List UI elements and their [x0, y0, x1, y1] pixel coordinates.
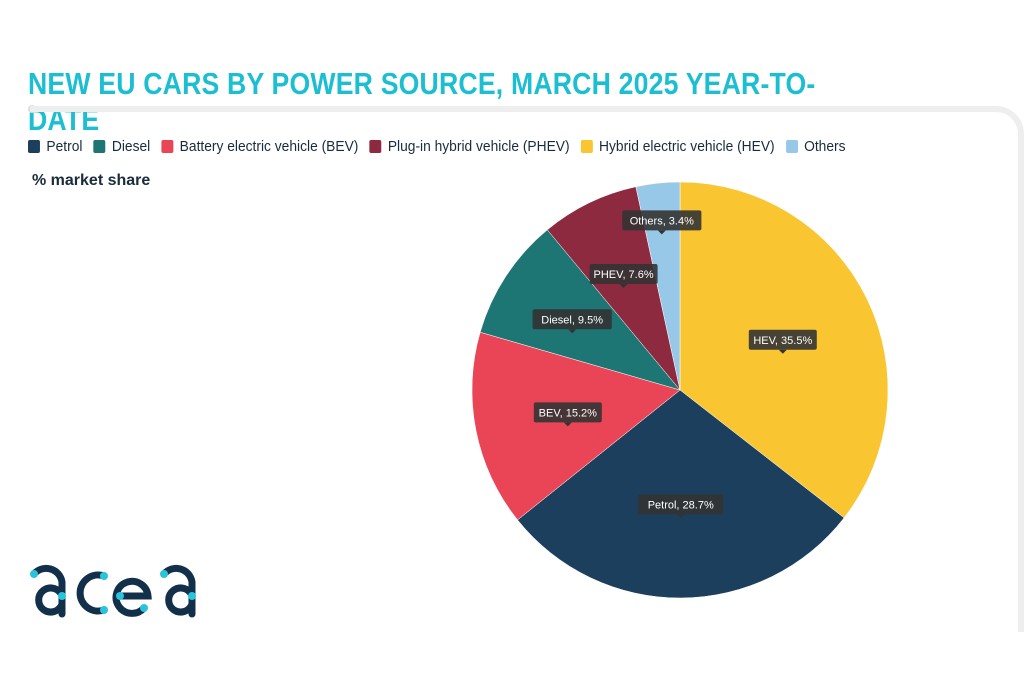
data-label-pointer	[657, 230, 666, 235]
data-label-pointer	[778, 349, 787, 354]
data-label-pointer	[676, 514, 685, 519]
data-label-text: PHEV, 7.6%	[594, 269, 654, 281]
data-label-text: HEV, 35.5%	[753, 335, 812, 347]
legend-label: Plug-in hybrid vehicle (PHEV)	[387, 138, 570, 155]
data-label: BEV, 15.2%	[533, 402, 602, 427]
legend-swatch	[28, 140, 40, 153]
unit-label: % market share	[32, 172, 151, 189]
data-label-text: Others, 3.4%	[630, 215, 694, 227]
chart-frame	[30, 106, 1024, 632]
data-label-box	[748, 329, 817, 350]
data-label-text: Petrol, 28.7%	[648, 499, 714, 511]
data-label-box	[589, 264, 658, 285]
data-label-box	[533, 402, 602, 423]
legend-swatch	[369, 140, 382, 153]
legend-label: Diesel	[111, 138, 151, 155]
data-label: PHEV, 7.6%	[589, 264, 658, 289]
data-label-pointer	[563, 422, 572, 427]
data-label-text: BEV, 15.2%	[539, 407, 598, 419]
legend-swatch	[785, 140, 798, 153]
data-label: Petrol, 28.7%	[638, 494, 724, 519]
pie-slice-petrol[interactable]	[517, 389, 845, 599]
pie-slice-others[interactable]	[635, 181, 681, 391]
data-label: Others, 3.4%	[622, 210, 702, 235]
pie-slice-bev[interactable]	[471, 331, 681, 521]
data-label-box	[638, 494, 724, 515]
legend-label: Hybrid electric vehicle (HEV)	[599, 138, 775, 155]
legend-item: Others	[785, 138, 846, 155]
legend-item: Hybrid electric vehicle (HEV)	[580, 138, 775, 155]
data-label: HEV, 35.5%	[748, 329, 817, 354]
legend-item: Diesel	[93, 138, 150, 155]
legend-item: Petrol	[28, 138, 82, 155]
legend-item: Battery electric vehicle (BEV)	[161, 138, 358, 155]
legend-label: Others	[804, 138, 846, 155]
data-label: Diesel, 9.5%	[532, 309, 612, 334]
data-label-box	[622, 210, 702, 231]
legend: Petrol Diesel Battery electric vehicle (BE…	[28, 138, 846, 155]
legend-item: Plug-in hybrid vehicle (PHEV)	[369, 138, 570, 155]
data-label-box	[532, 309, 612, 330]
data-label-pointer	[619, 284, 628, 289]
legend-swatch	[93, 140, 106, 153]
legend-label: Petrol	[46, 138, 83, 155]
data-label-text: Diesel, 9.5%	[541, 314, 603, 326]
legend-swatch	[161, 140, 174, 153]
data-label-pointer	[568, 329, 577, 334]
legend-label: Battery electric vehicle (BEV)	[179, 138, 359, 155]
acea-logo	[30, 564, 196, 618]
legend-swatch	[580, 140, 593, 153]
